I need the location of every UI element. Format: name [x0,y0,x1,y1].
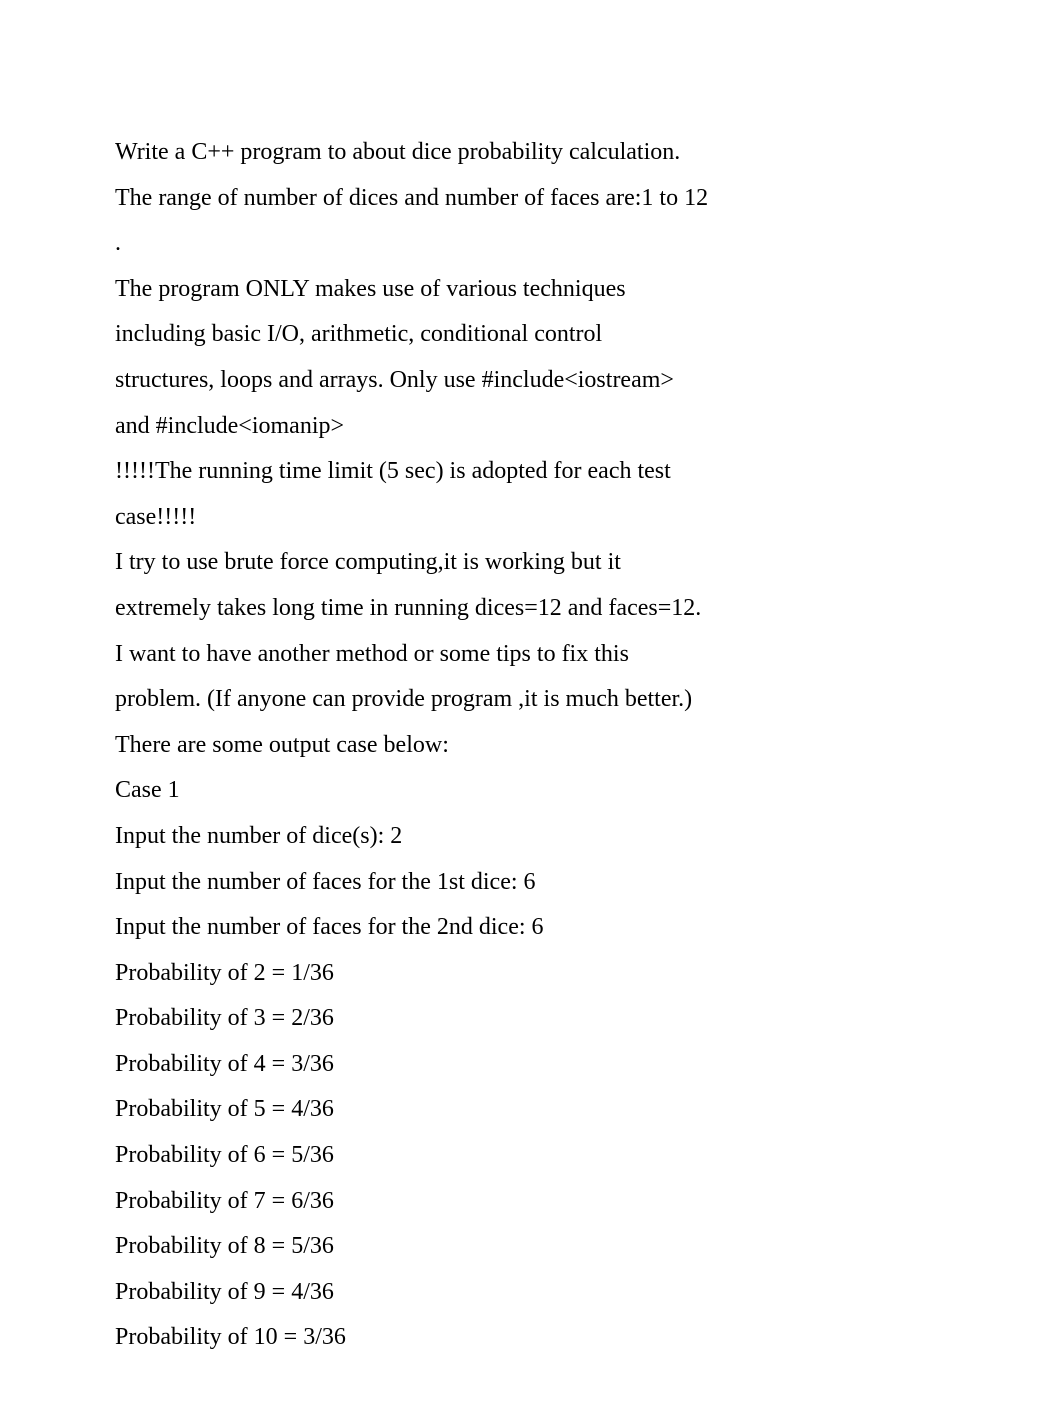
text-line: Probability of 7 = 6/36 [115,1179,947,1225]
text-line: Case 1 [115,768,947,814]
text-line: Probability of 5 = 4/36 [115,1087,947,1133]
text-line: Probability of 6 = 5/36 [115,1133,947,1179]
text-line: extremely takes long time in running dic… [115,586,947,632]
text-line: Probability of 10 = 3/36 [115,1315,947,1361]
document-body: Write a C++ program to about dice probab… [115,130,947,1361]
text-line: Probability of 2 = 1/36 [115,951,947,997]
text-line: Input the number of dice(s): 2 [115,814,947,860]
text-line: Input the number of faces for the 1st di… [115,860,947,906]
text-line: Probability of 4 = 3/36 [115,1042,947,1088]
text-line: I try to use brute force computing,it is… [115,540,947,586]
text-line: case!!!!! [115,495,947,541]
text-line: . [115,221,947,267]
text-line: including basic I/O, arithmetic, conditi… [115,312,947,358]
text-line: Probability of 9 = 4/36 [115,1270,947,1316]
document-page: Write a C++ program to about dice probab… [0,0,1062,1421]
text-line: Input the number of faces for the 2nd di… [115,905,947,951]
text-line: Probability of 3 = 2/36 [115,996,947,1042]
text-line: There are some output case below: [115,723,947,769]
text-line: problem. (If anyone can provide program … [115,677,947,723]
text-line: The range of number of dices and number … [115,176,947,222]
text-line: Write a C++ program to about dice probab… [115,130,947,176]
text-line: Probability of 8 = 5/36 [115,1224,947,1270]
text-line: The program ONLY makes use of various te… [115,267,947,313]
text-line: structures, loops and arrays. Only use #… [115,358,947,404]
text-line: !!!!!The running time limit (5 sec) is a… [115,449,947,495]
text-line: and #include<iomanip> [115,404,947,450]
text-line: I want to have another method or some ti… [115,632,947,678]
